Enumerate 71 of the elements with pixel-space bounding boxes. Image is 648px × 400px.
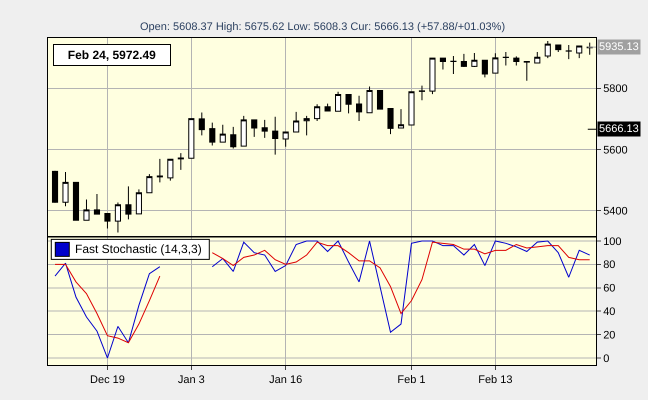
candlestick [534,52,540,64]
candlestick [282,132,289,148]
y-tick-label: 20 [603,329,616,342]
y-tick-label: 5400 [603,205,628,218]
x-tick-label: Feb 13 [478,374,512,386]
candlestick [167,158,174,182]
candlestick [544,40,551,59]
candlestick [198,112,205,136]
candlestick [125,186,132,220]
candlestick [566,44,572,60]
candlestick [209,122,216,146]
y-tick-label: 40 [603,306,616,318]
candlestick [576,45,582,59]
candlestick [314,104,320,122]
y-tick-label: 0 [603,352,610,365]
candlestick [460,53,467,68]
candlestick [62,172,69,207]
candlestick [440,58,446,70]
candlestick [471,52,478,68]
candlestick [304,115,310,136]
legend-label: Fast Stochastic (14,3,3) [75,242,202,256]
candlestick [156,158,163,183]
candlestick [52,170,58,204]
y-tick-label: 5800 [603,83,628,96]
candlestick [513,56,520,66]
x-tick-label: Jan 3 [178,374,205,386]
candlestick [104,213,111,230]
candlestick [335,91,342,112]
candlestick [376,90,384,110]
candlestick [555,44,562,53]
candlestick [220,124,226,143]
candlestick [356,95,362,122]
y-tick-label: 80 [603,259,616,272]
y-tick-label: 60 [603,282,616,295]
candlestick [83,199,90,221]
candlestick [586,42,593,56]
candlestick [482,60,488,78]
candlestick [429,58,436,95]
candlestick [240,115,247,147]
candlestick [346,94,352,114]
candlestick [387,108,394,135]
candlestick [408,91,415,126]
candlestick [251,119,258,138]
candlestick [94,194,100,215]
candlestick [136,188,142,214]
candlestick [114,202,121,233]
candlestick [188,118,194,159]
x-tick-label: Feb 1 [397,374,426,386]
candlestick [72,182,80,221]
annotation: 5935.13 [599,41,639,53]
candlestick [398,108,404,129]
candlestick [324,103,331,112]
candlestick [366,86,373,114]
x-tick-label: Dec 19 [90,374,125,386]
y-tick-label: 5600 [603,144,628,156]
y-tick-label: 100 [603,236,622,248]
candlestick [502,52,509,66]
candlestick [272,116,278,156]
candlestick [492,52,498,74]
annotation: 5666.13 [599,123,639,135]
x-tick-label: Jan 16 [269,374,302,386]
candlestick [262,119,268,138]
candlestick [418,85,426,101]
candlestick [293,111,300,133]
candlestick [146,174,152,194]
candlestick [524,61,530,82]
chart-subtitle: Open: 5608.37 High: 5675.62 Low: 5608.3 Cur: 5666.13 (+57.88/+01.03%) [140,21,506,33]
annotation: Feb 24, 5972.49 [68,48,156,62]
candlestick [230,126,236,150]
candlestick [450,56,456,75]
candlestick [178,152,184,170]
